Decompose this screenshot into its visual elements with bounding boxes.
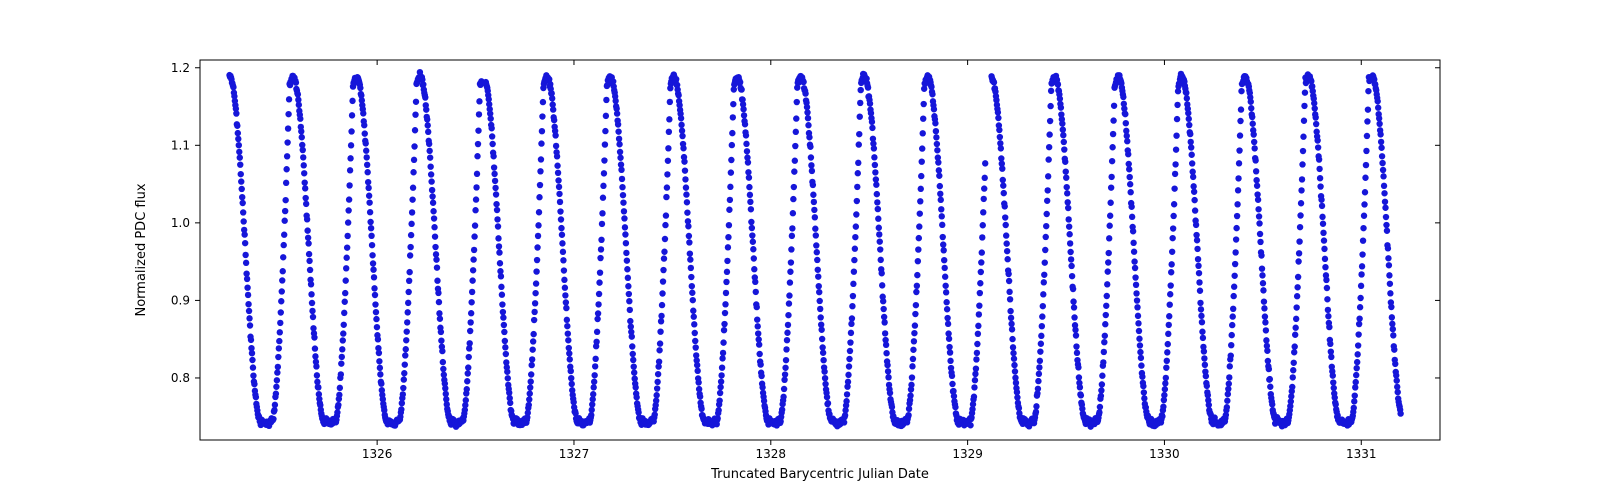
y-tick-label: 1.1	[171, 138, 190, 152]
y-tick-label: 0.8	[171, 371, 190, 385]
y-tick-label: 0.9	[171, 293, 190, 307]
y-tick-label: 1.2	[171, 61, 190, 75]
x-tick-label: 1328	[756, 447, 787, 461]
x-tick-label: 1330	[1149, 447, 1180, 461]
chart-svg: 1326 1327 1328 1329 1330 1331 0.8 0.9 1.0 1.1 1.2 T…	[0, 0, 1600, 500]
y-axis-label: Normalized PDC flux	[134, 183, 149, 316]
x-tick-label: 1326	[362, 447, 393, 461]
y-tick-label: 1.0	[171, 216, 190, 230]
x-tick-label: 1329	[952, 447, 983, 461]
x-axis-label: Truncated Barycentric Julian Date	[710, 467, 929, 482]
x-tick-label: 1331	[1346, 447, 1377, 461]
x-tick-label: 1327	[559, 447, 590, 461]
light-curve-chart: 1326 1327 1328 1329 1330 1331 0.8 0.9 1.0 1.1 1.2 T…	[0, 0, 1600, 500]
